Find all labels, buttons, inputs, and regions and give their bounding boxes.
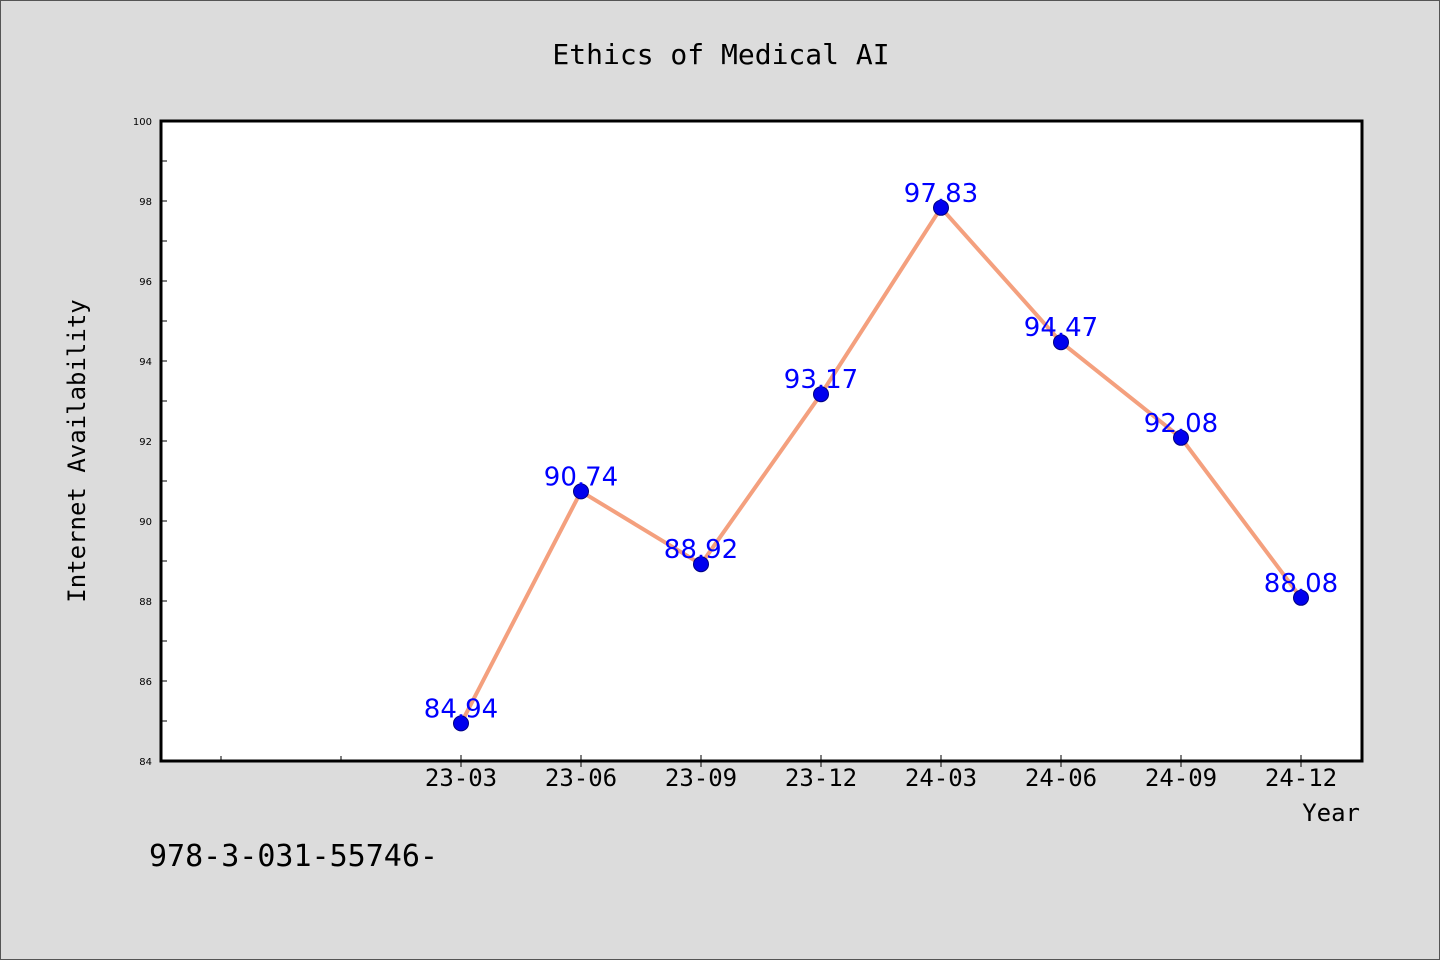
y-axis-ticks: 84 86 88 90 92 94 96 98 100 [133, 117, 167, 768]
x-tick-label: 23-06 [545, 764, 617, 792]
series-layer [459, 205, 1303, 726]
data-point-marker [453, 715, 469, 732]
data-label: 90.74 [544, 462, 618, 492]
data-point-marker [693, 556, 709, 573]
data-label: 93.17 [784, 365, 858, 395]
data-label: 97.83 [904, 179, 978, 209]
y-tick-label: 92 [139, 437, 152, 448]
y-tick-label: 84 [139, 757, 152, 768]
y-tick-label: 96 [139, 277, 152, 288]
data-label-layer: 84.94 90.74 88.92 93.17 97.83 94.47 92.08 88.08 [424, 179, 1338, 725]
plot-area [159, 119, 1364, 763]
x-tick-label: 24-03 [905, 764, 977, 792]
y-axis-label: Internet Availability [63, 299, 91, 602]
x-tick-label: 24-09 [1145, 764, 1217, 792]
x-axis-label: Year [1302, 799, 1360, 827]
x-tick-label: 23-12 [785, 764, 857, 792]
data-label: 88.92 [664, 535, 738, 565]
data-point-marker [813, 386, 829, 403]
data-point-marker [1173, 429, 1189, 446]
data-label: 88.08 [1264, 569, 1338, 599]
y-tick-label: 90 [139, 517, 152, 528]
footer-isbn-text: 978-3-031-55746- [149, 839, 438, 874]
x-tick-label: 23-03 [425, 764, 497, 792]
data-point-marker [1053, 334, 1069, 351]
data-label: 92.08 [1144, 409, 1218, 439]
data-point-marker [1293, 589, 1309, 606]
marker-layer [453, 199, 1309, 732]
y-tick-label: 94 [139, 357, 152, 368]
data-point-marker [573, 483, 589, 500]
x-axis-ticks: 23-03 23-06 23-09 23-12 24-03 24-06 24-09 24-12 [220, 755, 1337, 792]
chart-title: Ethics of Medical AI [552, 38, 889, 71]
data-label: 84.94 [424, 694, 498, 724]
x-tick-label: 23-09 [665, 764, 737, 792]
series-line [459, 205, 1303, 726]
x-tick-label: 24-12 [1265, 764, 1337, 792]
x-tick-label: 24-06 [1025, 764, 1097, 792]
y-tick-label: 98 [139, 197, 152, 208]
y-tick-label: 100 [133, 117, 152, 128]
y-tick-label: 86 [139, 677, 152, 688]
y-tick-label: 88 [139, 597, 152, 608]
data-point-marker [933, 199, 949, 216]
data-label: 94.47 [1024, 313, 1098, 343]
